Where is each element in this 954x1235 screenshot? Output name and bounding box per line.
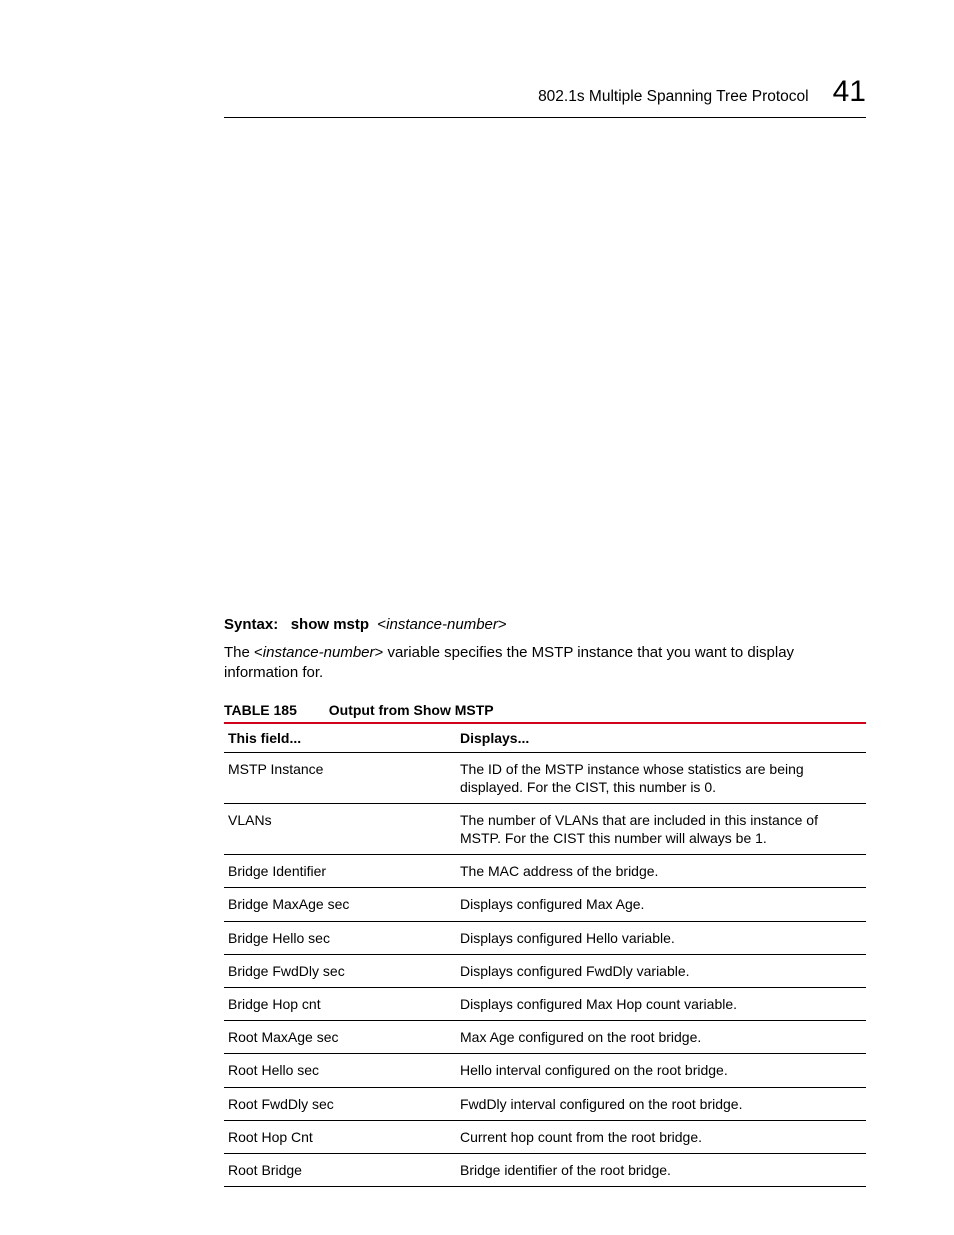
cell-desc: The ID of the MSTP instance whose statis… [456, 752, 866, 803]
table-body: MSTP InstanceThe ID of the MSTP instance… [224, 752, 866, 1187]
cell-desc: FwdDly interval configured on the root b… [456, 1087, 866, 1120]
table-label: TABLE 185 Output from Show MSTP [224, 702, 866, 718]
syntax-label: Syntax: [224, 616, 278, 633]
cell-desc: Displays configured Max Age. [456, 888, 866, 921]
cell-field: Root Bridge [224, 1153, 456, 1186]
table-row: Root MaxAge secMax Age configured on the… [224, 1021, 866, 1054]
table-row: Bridge Hello secDisplays configured Hell… [224, 921, 866, 954]
para-pre: The < [224, 644, 263, 661]
cell-field: Root Hello sec [224, 1054, 456, 1087]
table-number: TABLE 185 [224, 702, 297, 718]
page: 802.1s Multiple Spanning Tree Protocol 4… [0, 0, 954, 1235]
table-caption: Output from Show MSTP [329, 702, 494, 718]
cell-field: Bridge Identifier [224, 855, 456, 888]
para-var: instance-number [263, 644, 375, 661]
syntax-command: show mstp [291, 616, 369, 633]
body-content: Syntax: show mstp <instance-number> The … [224, 616, 866, 1187]
table-row: VLANsThe number of VLANs that are includ… [224, 803, 866, 854]
cell-desc: Current hop count from the root bridge. [456, 1120, 866, 1153]
cell-desc: Displays configured Hello variable. [456, 921, 866, 954]
table-row: Bridge Hop cntDisplays configured Max Ho… [224, 988, 866, 1021]
output-table: This field... Displays... MSTP InstanceT… [224, 722, 866, 1188]
table-row: MSTP InstanceThe ID of the MSTP instance… [224, 752, 866, 803]
cell-field: Bridge MaxAge sec [224, 888, 456, 921]
table-header-row: This field... Displays... [224, 723, 866, 753]
cell-desc: The number of VLANs that are included in… [456, 803, 866, 854]
col-header-displays: Displays... [456, 723, 866, 753]
description-paragraph: The <instance-number> variable specifies… [224, 643, 866, 684]
syntax-arg: instance-number [386, 616, 498, 633]
chapter-number: 41 [833, 75, 866, 109]
page-header: 802.1s Multiple Spanning Tree Protocol 4… [224, 75, 866, 109]
cell-field: VLANs [224, 803, 456, 854]
cell-field: Root MaxAge sec [224, 1021, 456, 1054]
cell-desc: The MAC address of the bridge. [456, 855, 866, 888]
cell-field: Bridge FwdDly sec [224, 954, 456, 987]
section-title: 802.1s Multiple Spanning Tree Protocol [538, 88, 809, 106]
table-row: Bridge MaxAge secDisplays configured Max… [224, 888, 866, 921]
arg-open: < [377, 616, 386, 633]
cell-desc: Max Age configured on the root bridge. [456, 1021, 866, 1054]
header-rule [224, 117, 866, 118]
cell-desc: Displays configured FwdDly variable. [456, 954, 866, 987]
cell-field: Bridge Hop cnt [224, 988, 456, 1021]
table-row: Root BridgeBridge identifier of the root… [224, 1153, 866, 1186]
cell-field: Root Hop Cnt [224, 1120, 456, 1153]
cell-field: MSTP Instance [224, 752, 456, 803]
cell-field: Root FwdDly sec [224, 1087, 456, 1120]
table-row: Root Hop CntCurrent hop count from the r… [224, 1120, 866, 1153]
col-header-field: This field... [224, 723, 456, 753]
cell-desc: Displays configured Max Hop count variab… [456, 988, 866, 1021]
table-row: Bridge FwdDly secDisplays configured Fwd… [224, 954, 866, 987]
table-row: Root Hello secHello interval configured … [224, 1054, 866, 1087]
arg-close: > [498, 616, 507, 633]
table-row: Bridge IdentifierThe MAC address of the … [224, 855, 866, 888]
table-row: Root FwdDly secFwdDly interval configure… [224, 1087, 866, 1120]
cell-field: Bridge Hello sec [224, 921, 456, 954]
cell-desc: Bridge identifier of the root bridge. [456, 1153, 866, 1186]
cell-desc: Hello interval configured on the root br… [456, 1054, 866, 1087]
syntax-line: Syntax: show mstp <instance-number> [224, 616, 866, 633]
